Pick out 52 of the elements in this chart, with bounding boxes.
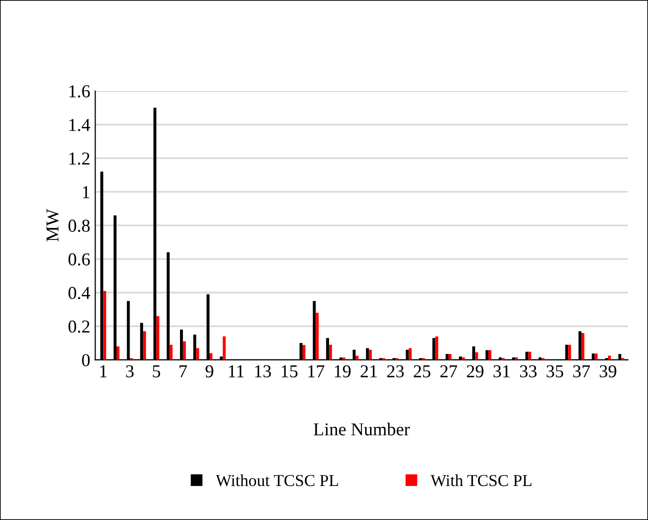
bar [408,348,412,360]
bar [488,350,492,360]
legend-label: With TCSC PL [430,474,532,486]
bar [143,331,146,360]
y-tick-label: 0.4 [68,286,90,300]
y-tick-label: 1.2 [69,152,90,165]
bar [568,344,572,360]
y-tick-label: 0.2 [68,320,90,333]
x-tick-label: 21 [360,365,377,378]
x-tick-label: 33 [520,365,537,378]
x-tick-label: 9 [206,365,214,378]
x-tick-label: 35 [546,365,564,378]
x-tick-label: 1 [100,365,107,378]
x-tick-label: 37 [573,365,590,378]
x-tick-label: 23 [387,365,404,378]
bar [182,341,186,360]
x-tick-label: 25 [414,365,430,378]
bar [196,348,200,360]
x-tick-label: 31 [494,365,510,378]
bar [116,346,120,360]
y-tick-label: 1 [82,186,90,198]
bar [170,344,173,360]
x-tick-label: 17 [308,365,324,378]
bar [302,345,306,360]
x-tick-label: 15 [282,365,298,378]
x-tick-label: 19 [334,365,351,378]
x-tick-label: 11 [228,365,244,378]
x-tick-label: 5 [152,365,160,378]
bar [594,353,598,360]
x-tick-label: 27 [440,365,458,378]
x-tick-label: 7 [180,365,187,378]
bar [581,332,584,360]
x-tick-label: 3 [126,365,134,378]
bar [475,352,478,360]
x-axis-title: Line Number [314,422,410,436]
y-tick-label: 0.6 [68,253,90,266]
bar [103,290,106,360]
x-tick-label: 13 [255,365,271,378]
bar [156,316,160,360]
bar [329,344,332,360]
y-tick-label: 1.6 [69,85,90,98]
y-tick-label: 1.4 [69,118,90,132]
bar [368,350,372,360]
y-tick-label: 0.8 [68,220,90,232]
y-tick-label: 0 [82,354,90,366]
y-axis-title: MW [46,208,59,242]
bar [209,353,212,360]
x-tick-label: 39 [600,365,616,378]
bar [608,356,611,360]
bar [448,354,452,360]
x-tick-label: 29 [466,365,484,378]
legend-label: Without TCSC PL [216,474,338,486]
